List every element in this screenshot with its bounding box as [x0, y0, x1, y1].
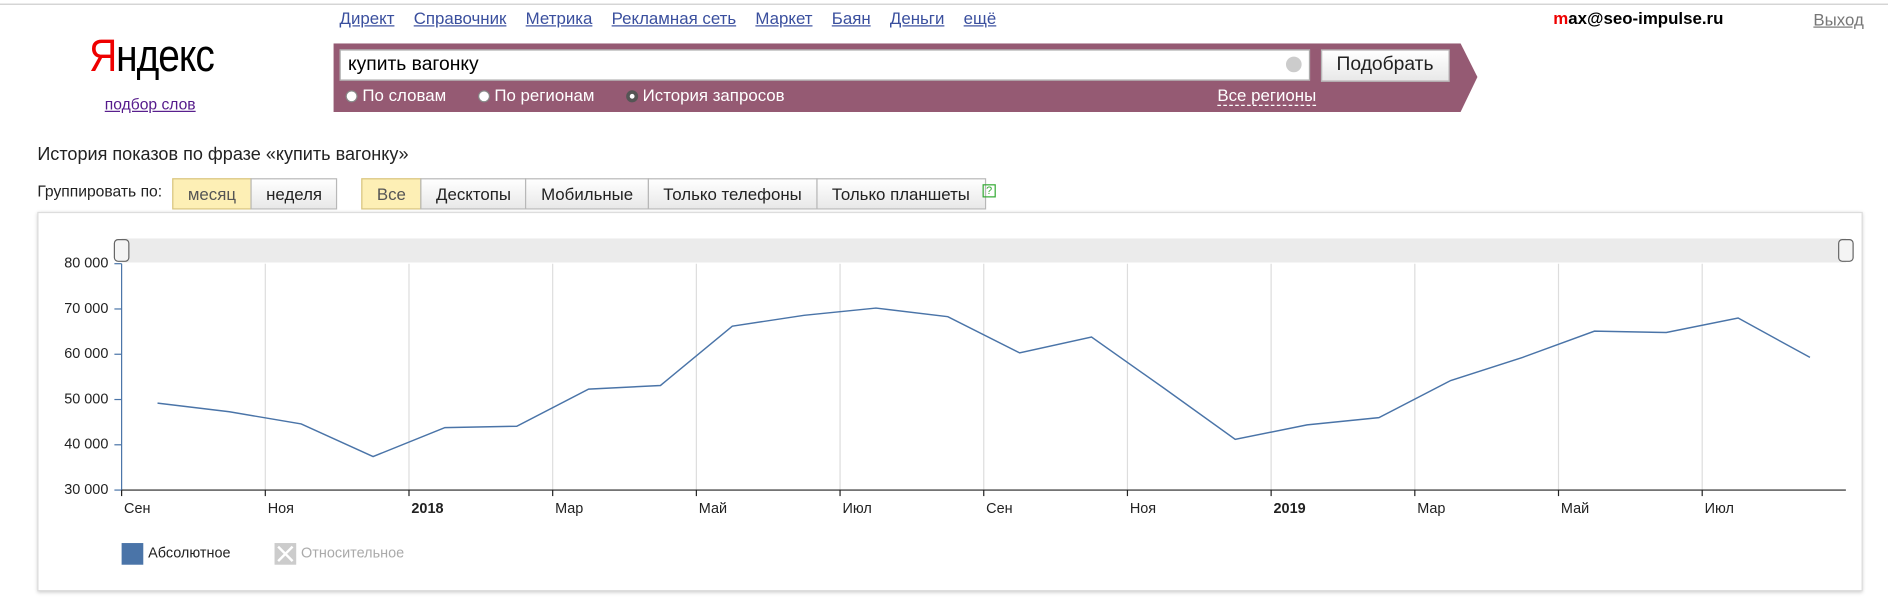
regions[interactable]: Все регионы	[1217, 85, 1317, 106]
user-rest: ax@seo-impulse.ru	[1568, 8, 1724, 28]
x-tick-label: 2019	[1274, 501, 1306, 517]
nav-link[interactable]: Маркет	[755, 8, 813, 28]
mode-option[interactable]: История запросов	[625, 85, 785, 105]
y-tick-label: 80 000	[64, 256, 108, 272]
y-tick-label: 50 000	[64, 391, 108, 407]
y-tick-label: 70 000	[64, 301, 108, 317]
nav-link[interactable]: Рекламная сеть	[611, 8, 737, 28]
nav-link[interactable]: ещё	[963, 8, 997, 28]
x-tick-label: Ноя	[1130, 501, 1156, 517]
nav-link[interactable]: Директ	[339, 8, 395, 28]
x-tick-label: Сен	[986, 501, 1012, 517]
x-tick-label: Июл	[1705, 501, 1734, 517]
radio[interactable]	[345, 90, 358, 103]
user[interactable]: max@seo-impulse.ru	[1553, 8, 1723, 27]
legend-swatch[interactable]	[121, 543, 144, 565]
legend-label: Абсолютное	[148, 546, 230, 562]
modes: По словам По регионам История запросов	[345, 85, 816, 105]
nav-link[interactable]: Баян	[831, 8, 871, 28]
logo[interactable]: Яндекс	[89, 31, 215, 83]
search-button[interactable]: Подобрать	[1320, 49, 1450, 82]
logout[interactable]: Выход	[1813, 9, 1864, 29]
slider-handle[interactable]	[1838, 239, 1854, 262]
device-button[interactable]: Все	[361, 178, 422, 210]
group-button[interactable]: неделя	[250, 178, 338, 210]
mode-label: По регионам	[494, 85, 595, 105]
device-buttons: Все Десктопы Мобильные Только телефоны Тольк…	[361, 178, 986, 210]
x-tick-label: Мар	[1417, 501, 1445, 517]
mode-label: История запросов	[642, 85, 785, 105]
legend-label-disabled: Относительное	[301, 546, 404, 562]
nav-link[interactable]: Деньги	[889, 8, 945, 28]
user-first: m	[1553, 8, 1569, 28]
device-button[interactable]: Мобильные	[525, 178, 649, 210]
legend-cross	[277, 545, 294, 562]
logo-rest: ндекс	[116, 31, 215, 82]
nav-link[interactable]: Метрика	[525, 8, 593, 28]
heading: История показов по фразе «купить вагонку…	[37, 144, 409, 165]
logo-first: Я	[89, 31, 117, 82]
range-slider	[121, 238, 1846, 263]
y-tick-label: 60 000	[64, 346, 108, 362]
x-tick-label: Ноя	[268, 501, 294, 517]
search-query: купить вагонку	[347, 54, 479, 75]
search-input[interactable]: купить вагонку	[339, 49, 1311, 81]
nav-link[interactable]: Справочник	[413, 8, 507, 28]
mode-option[interactable]: По регионам	[477, 85, 595, 105]
radio[interactable]	[625, 90, 638, 103]
x-tick-label: 2018	[411, 501, 443, 517]
x-tick-label: Мар	[555, 501, 583, 517]
y-tick-label: 40 000	[64, 437, 108, 453]
slider-handle[interactable]	[113, 239, 130, 262]
clear-icon[interactable]	[1285, 56, 1302, 73]
logo-sub[interactable]: подбор слов	[104, 95, 196, 114]
y-tick-label: 30 000	[64, 482, 108, 498]
chart-box	[37, 211, 1863, 592]
device-button[interactable]: Десктопы	[420, 178, 527, 210]
x-tick-label: Май	[1561, 501, 1589, 517]
group-buttons: месяц неделя	[172, 178, 338, 210]
data-line	[157, 307, 1811, 458]
device-button[interactable]: Только планшеты	[816, 178, 986, 210]
group-label: Группировать по:	[37, 181, 163, 200]
group-button[interactable]: месяц	[172, 178, 252, 210]
help-icon[interactable]: ?	[982, 184, 996, 198]
x-tick-label: Июл	[842, 501, 871, 517]
x-tick-label: Сен	[124, 501, 150, 517]
mode-label: По словам	[362, 85, 447, 105]
device-button[interactable]: Только телефоны	[647, 178, 818, 210]
radio[interactable]	[477, 90, 490, 103]
top-border	[0, 3, 1888, 5]
nav: Директ Справочник Метрика Рекламная сеть Мар…	[340, 8, 1016, 30]
mode-option[interactable]: По словам	[345, 85, 447, 105]
x-tick-label: Май	[699, 501, 727, 517]
